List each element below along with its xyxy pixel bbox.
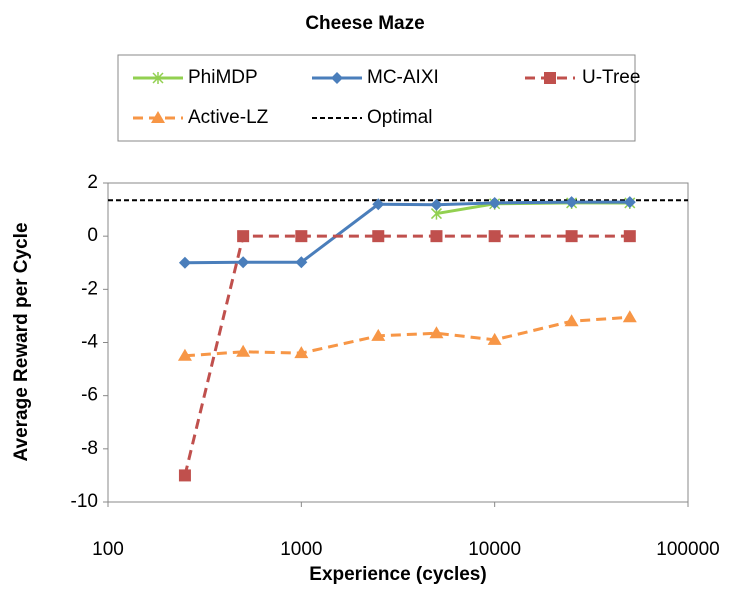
data-point [565, 230, 578, 243]
legend-marker [152, 72, 164, 84]
series-line [183, 234, 630, 476]
data-point [178, 469, 191, 482]
y-tick-label: 0 [87, 225, 98, 246]
legend-label: U-Tree [582, 67, 640, 88]
plot-area [107, 182, 689, 503]
y-tick-label: -10 [71, 491, 98, 512]
data-point [565, 196, 578, 209]
data-point [178, 256, 191, 269]
legend-label: Active-LZ [188, 107, 269, 128]
legend-marker [151, 111, 165, 123]
y-tick-label: -4 [81, 332, 98, 353]
legend-label: PhiMDP [188, 67, 258, 88]
legend-label: Optimal [367, 107, 432, 128]
legend-marker [544, 72, 556, 84]
y-tick-label: -8 [81, 438, 98, 459]
data-point [430, 230, 443, 243]
data-point [295, 230, 308, 243]
chart-title: Cheese Maze [305, 13, 424, 34]
data-point [488, 196, 501, 209]
x-tick-label: 1000 [280, 539, 322, 560]
data-point [236, 344, 251, 357]
data-point [177, 348, 192, 361]
x-axis-label: Experience (cycles) [309, 564, 486, 585]
x-tick-label: 100000 [656, 539, 719, 560]
y-tick-label: 2 [87, 172, 98, 193]
y-tick-label: -2 [81, 278, 98, 299]
data-point [237, 256, 250, 269]
y-axis-label: Average Reward per Cycle [11, 222, 32, 461]
data-point [429, 326, 444, 339]
legend-label: MC-AIXI [367, 67, 439, 88]
y-tick-label: -6 [81, 385, 98, 406]
series-line [184, 200, 630, 265]
x-tick-label: 10000 [468, 539, 521, 560]
x-tick-label: 100 [92, 539, 124, 560]
data-point [237, 230, 250, 243]
data-point [372, 198, 385, 211]
data-point [623, 230, 636, 243]
data-point [371, 328, 386, 341]
data-point [623, 196, 636, 209]
series-line [184, 315, 630, 358]
legend-marker [331, 72, 343, 84]
data-point [622, 310, 637, 323]
data-point [564, 314, 579, 327]
data-point [372, 230, 385, 243]
data-point [294, 346, 309, 359]
data-point [295, 256, 308, 269]
legend-box [117, 54, 636, 142]
data-point [430, 198, 443, 211]
data-point [488, 230, 501, 243]
data-point [487, 332, 502, 345]
